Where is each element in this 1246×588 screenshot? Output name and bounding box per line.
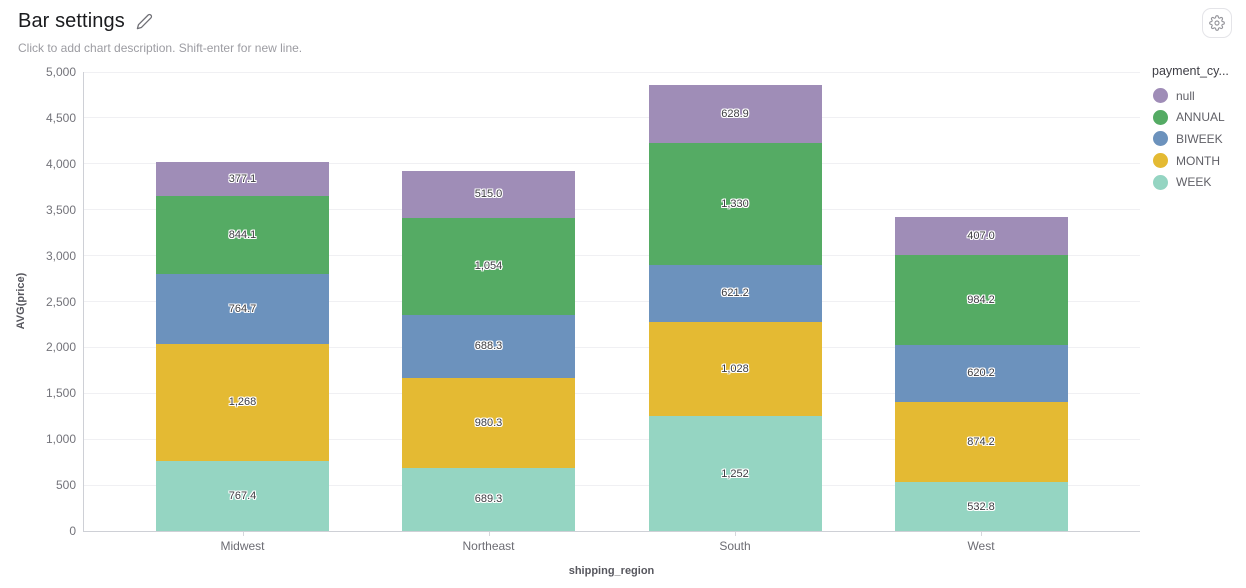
bar-value-label: 980.3 xyxy=(474,416,503,429)
gridline xyxy=(83,301,1140,302)
legend-item-ANNUAL[interactable]: ANNUAL xyxy=(1152,107,1246,129)
legend-title: payment_cy... xyxy=(1152,64,1229,78)
legend-swatch xyxy=(1153,109,1168,125)
legend-swatch xyxy=(1153,131,1168,147)
x-tick-mark xyxy=(981,532,982,536)
legend-item-label: MONTH xyxy=(1176,153,1220,168)
legend-item-null[interactable]: null xyxy=(1152,85,1246,107)
y-tick-label: 3,500 xyxy=(45,202,76,217)
legend-item-label: null xyxy=(1176,88,1195,103)
gridline xyxy=(83,438,1140,440)
bar-segment-MONTH-West[interactable]: 874.2 xyxy=(894,401,1068,483)
bar-segment-WEEK-West[interactable]: 532.8 xyxy=(894,482,1068,531)
x-tick-label: South xyxy=(719,539,751,553)
x-axis-title: shipping_region xyxy=(568,565,655,577)
y-tick-label: 5,000 xyxy=(45,65,76,79)
y-tick-label: 4,000 xyxy=(45,156,76,171)
legend-item-label: WEEK xyxy=(1176,175,1212,190)
bar-value-label: 1,330 xyxy=(721,197,749,210)
chart-description-placeholder[interactable]: Click to add chart description. Shift-en… xyxy=(18,41,303,55)
y-tick-label: 4,500 xyxy=(45,110,76,125)
legend: payment_cy... null ANNUAL BIWEEK MONTH WEEK xyxy=(1152,64,1246,193)
bar-value-label: 532.8 xyxy=(967,500,995,513)
bar-segment-null-South[interactable]: 628.9 xyxy=(648,84,822,143)
bar-segment-ANNUAL-South[interactable]: 1,330 xyxy=(648,142,822,265)
bar-value-label: 984.2 xyxy=(967,293,995,306)
legend-item-WEEK[interactable]: WEEK xyxy=(1152,171,1246,193)
bar-value-label: 377.1 xyxy=(228,173,257,186)
legend-item-MONTH[interactable]: MONTH xyxy=(1152,150,1246,172)
bar-value-label: 1,268 xyxy=(228,396,257,409)
gridline xyxy=(83,209,1140,211)
x-tick-label: Midwest xyxy=(220,539,265,553)
bar-value-label: 407.0 xyxy=(967,229,995,242)
legend-item-label: ANNUAL xyxy=(1176,110,1225,125)
bar-value-label: 621.2 xyxy=(721,287,749,300)
bar-segment-MONTH-Northeast[interactable]: 980.3 xyxy=(402,377,575,468)
y-tick-label: 1,000 xyxy=(45,432,76,447)
bar-value-label: 689.3 xyxy=(474,493,503,506)
y-tick-label: 1,500 xyxy=(45,386,76,401)
bar-value-label: 767.4 xyxy=(228,489,257,502)
bar-segment-ANNUAL-Midwest[interactable]: 844.1 xyxy=(156,196,329,274)
x-tick-mark xyxy=(735,532,736,536)
bar-segment-null-Midwest[interactable]: 377.1 xyxy=(156,161,329,197)
legend-item-label: BIWEEK xyxy=(1176,131,1223,146)
y-tick-label: 3,000 xyxy=(45,248,76,263)
chart-settings-button[interactable] xyxy=(1202,8,1232,38)
page-title[interactable]: Bar settings xyxy=(18,10,125,32)
legend-swatch xyxy=(1153,174,1168,190)
gridline xyxy=(83,163,1140,165)
bar-segment-ANNUAL-Northeast[interactable]: 1,054 xyxy=(402,217,575,315)
bar-segment-WEEK-Midwest[interactable]: 767.4 xyxy=(156,460,329,531)
legend-item-BIWEEK[interactable]: BIWEEK xyxy=(1152,128,1246,150)
bar-segment-BIWEEK-Midwest[interactable]: 764.7 xyxy=(156,273,329,345)
x-tick-label: West xyxy=(967,539,995,553)
gridline xyxy=(83,71,1140,73)
bar-segment-null-Northeast[interactable]: 515.0 xyxy=(402,170,575,218)
bar-segment-WEEK-Northeast[interactable]: 689.3 xyxy=(402,467,575,531)
gridline xyxy=(83,117,1140,119)
gridline xyxy=(83,255,1140,257)
legend-items: null ANNUAL BIWEEK MONTH WEEK xyxy=(1152,85,1246,193)
bar-segment-BIWEEK-Northeast[interactable]: 688.3 xyxy=(402,314,575,378)
bar-value-label: 628.9 xyxy=(721,107,749,120)
x-tick-mark xyxy=(242,532,244,536)
y-tick-label: 2,000 xyxy=(45,340,76,355)
bar-segment-BIWEEK-West[interactable]: 620.2 xyxy=(894,344,1068,402)
bar-segment-BIWEEK-South[interactable]: 621.2 xyxy=(648,264,822,322)
x-axis-line xyxy=(83,531,1140,532)
legend-swatch xyxy=(1153,88,1168,104)
bar-value-label: 1,054 xyxy=(474,260,503,273)
bar-value-label: 688.3 xyxy=(474,340,503,353)
y-tick-label: 0 xyxy=(69,524,76,538)
y-tick-label: 2,500 xyxy=(45,294,76,309)
bar-value-label: 620.2 xyxy=(967,367,995,380)
bar-value-label: 844.1 xyxy=(228,229,257,242)
bar-value-label: 1,028 xyxy=(721,362,749,375)
bar-segment-MONTH-Midwest[interactable]: 1,268 xyxy=(156,344,329,461)
bar-segment-ANNUAL-West[interactable]: 984.2 xyxy=(894,254,1068,345)
chart-header: Bar settings xyxy=(18,10,153,33)
gridline xyxy=(83,346,1140,348)
gridline xyxy=(83,484,1140,486)
pencil-icon[interactable] xyxy=(136,13,153,30)
bar-value-label: 1,252 xyxy=(721,467,749,480)
bar-segment-MONTH-South[interactable]: 1,028 xyxy=(648,321,822,417)
y-axis-line xyxy=(83,72,84,531)
x-tick-mark xyxy=(488,532,490,536)
x-tick-label: Northeast xyxy=(462,539,515,553)
bar-value-label: 515.0 xyxy=(474,188,503,201)
bar-value-label: 764.7 xyxy=(228,303,257,316)
bar-segment-WEEK-South[interactable]: 1,252 xyxy=(648,416,822,531)
bar-value-label: 874.2 xyxy=(967,435,995,448)
gridline xyxy=(83,392,1140,394)
y-tick-label: 500 xyxy=(55,478,76,493)
legend-swatch xyxy=(1153,153,1168,169)
gear-icon xyxy=(1209,15,1225,31)
bar-segment-null-West[interactable]: 407.0 xyxy=(894,217,1068,255)
